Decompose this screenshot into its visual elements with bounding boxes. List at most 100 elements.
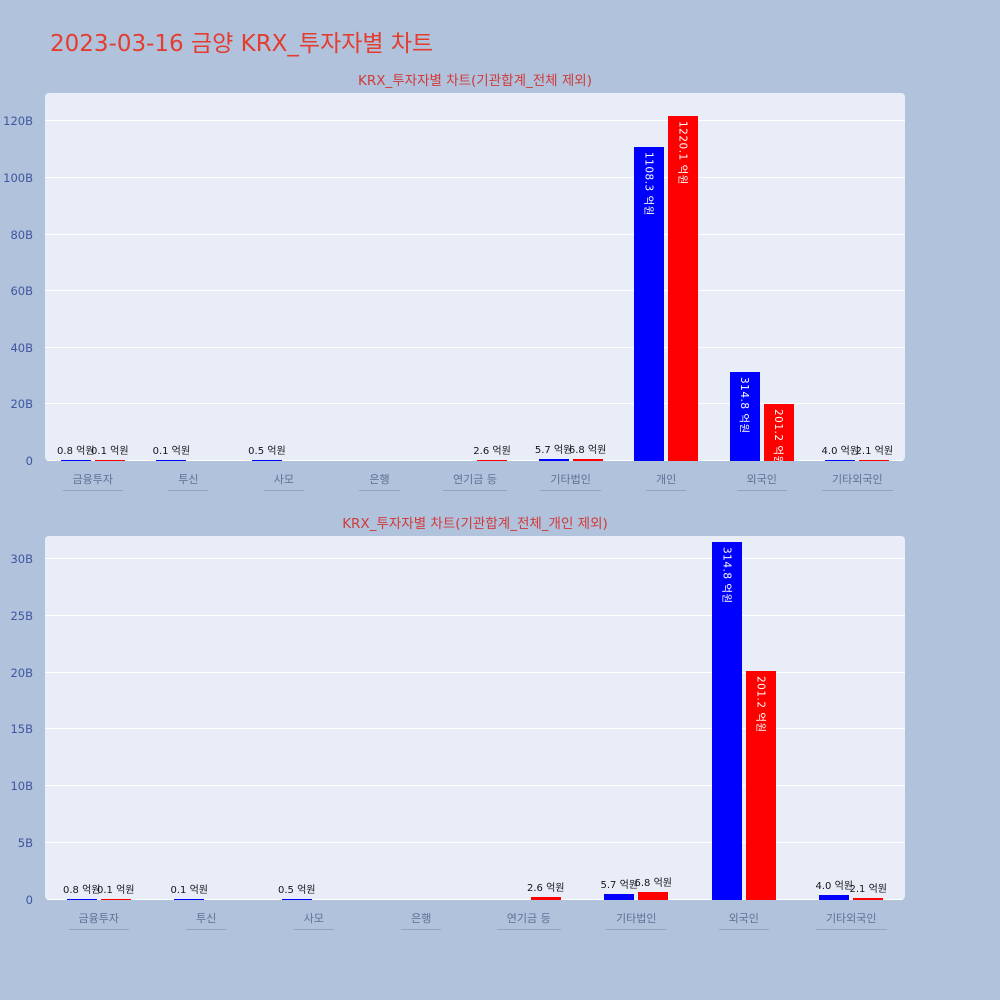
bar-slot: [443, 93, 473, 461]
bar-slot: 0.1 억원: [171, 536, 208, 900]
x-category: 사모: [260, 907, 368, 930]
bar-value-label: 2.1 억원: [849, 883, 887, 895]
x-category: 외국인: [714, 468, 810, 491]
bar-value-label: 6.8 억원: [634, 878, 672, 890]
bar-value-label: 5.7 억원: [600, 879, 638, 891]
x-category-label: 외국인: [718, 910, 769, 930]
category-group: 0.8 억원 0.1 억원: [45, 93, 141, 461]
y-tick-label: 20B: [10, 665, 33, 680]
bar-slot: [208, 536, 238, 900]
bar-value-label: 201.2 억원: [772, 409, 785, 461]
gridline: [45, 785, 905, 787]
category-group: 1108.3 억원 1220.1 억원: [618, 93, 714, 461]
bar-value-label: 2.6 억원: [527, 883, 565, 895]
bar-blue: [819, 895, 850, 900]
bar-red: [477, 460, 508, 461]
bar-red: [572, 459, 603, 461]
bar-slot: 314.8 억원: [711, 536, 742, 900]
y-tick-label: 40B: [10, 340, 33, 355]
x-category: 은행: [332, 468, 428, 491]
bar-red: [638, 892, 669, 900]
gridline: [45, 899, 905, 900]
bar-red: 201.2 억원: [745, 671, 776, 900]
y-axis: 0 5B 10B 15B 20B 25B 30B: [0, 536, 41, 907]
y-axis: 0 20B 40B 60B 80B 100B 120B: [0, 93, 41, 468]
bar-value-label: 1220.1 억원: [676, 120, 689, 185]
gridline: [45, 290, 905, 292]
chart-panel: 0 5B 10B 15B 20B 25B 30B 0.8 억원 0.1 억원 0.1 억원 0.5…: [10, 536, 905, 907]
category-group: 0.1 억원: [141, 93, 237, 461]
bar-red: 1220.1 억원: [668, 115, 699, 461]
x-category: 개인: [618, 468, 714, 491]
bar-blue: [60, 460, 91, 461]
bar-blue: [156, 460, 187, 461]
gridline: [45, 403, 905, 405]
bar-slot: 4.0 억원: [816, 536, 853, 900]
x-category-label: 금융투자: [68, 910, 129, 930]
x-category-label: 투신: [168, 471, 209, 491]
bar-value-label: 0.1 억원: [170, 885, 208, 896]
bar-value-label: 0.8 억원: [63, 885, 101, 896]
x-category-label: 사모: [263, 471, 305, 491]
x-category-label: 기타외국인: [821, 471, 893, 491]
x-category: 투신: [153, 907, 261, 930]
bar-value-label: 314.8 억원: [738, 376, 751, 434]
category-group: 0.5 억원: [260, 536, 368, 900]
bar-slot: 5.7 억원: [535, 93, 572, 461]
category-group: 5.7 억원 6.8 억원: [583, 536, 691, 900]
category-group: 2.6 억원: [427, 93, 523, 461]
chart-panel: 0 20B 40B 60B 80B 100B 120B 0.8 억원 0.1 억원 0.1 억원…: [3, 93, 905, 468]
bar-slot: 2.6 억원: [527, 536, 564, 900]
bar-blue: 314.8 억원: [729, 371, 760, 461]
category-group: 4.0 억원 2.1 억원: [810, 93, 906, 461]
chart-top: KRX_투자자별 차트(기관합계_전체 제외) 0 20B 40B 60B 80B 100…: [3, 72, 905, 491]
y-tick-label: 10B: [10, 779, 33, 794]
bar-groups: 0.8 억원 0.1 억원 0.1 억원 0.5 억원 2.6 억원 5.7 억원 6.8 …: [45, 536, 905, 900]
y-tick-label: 20B: [10, 397, 33, 412]
bar-slot: 0.1 억원: [91, 93, 129, 461]
y-tick-label: 120B: [3, 114, 33, 129]
bar-red: 201.2 억원: [763, 404, 794, 461]
y-tick-label: 30B: [10, 551, 33, 566]
gridline: [45, 728, 905, 730]
x-category-label: 연기금 등: [443, 471, 508, 491]
plot-area: 0.8 억원 0.1 억원 0.1 억원 0.5 억원 2.6 억원 5.7 억원 6.8 …: [45, 93, 905, 461]
x-category-label: 은행: [359, 471, 400, 491]
x-category-label: 사모: [293, 910, 334, 930]
gridline: [45, 176, 905, 178]
bar-value-label: 2.1 억원: [855, 446, 894, 457]
x-category-label: 은행: [401, 910, 442, 930]
bar-slot: [381, 93, 411, 461]
bar-slot: 201.2 억원: [745, 536, 776, 900]
x-category: 연기금 등: [475, 907, 583, 930]
bar-value-label: 1108.3 억원: [642, 152, 655, 217]
bar-blue: [538, 459, 569, 461]
bar-slot: 6.8 억원: [635, 536, 672, 900]
bar-blue: 1108.3 억원: [634, 147, 665, 461]
y-tick-label: 80B: [10, 227, 33, 242]
x-category-label: 기타외국인: [815, 910, 887, 930]
x-category: 사모: [236, 468, 332, 491]
x-axis: 금융투자 투신 사모 은행 연기금 등 기타법인 개인 외국인 기타외국인: [45, 461, 905, 491]
page-title: 2023-03-16 금양 KRX_투자자별 차트: [50, 31, 434, 57]
x-category-label: 기타법인: [540, 471, 601, 491]
x-category: 기타법인: [523, 468, 619, 491]
x-category: 금융투자: [45, 468, 141, 491]
bar-slot: [389, 536, 419, 900]
chart-bottom: KRX_투자자별 차트(기관합계_전체_개인 제외) 0 5B 10B 15B 20B 2…: [10, 515, 905, 930]
x-category: 기타외국인: [810, 468, 906, 491]
bar-slot: [497, 536, 527, 900]
bar-slot: 4.0 억원: [822, 93, 859, 461]
gridline: [45, 842, 905, 844]
bar-value-label: 201.2 억원: [754, 676, 767, 733]
x-category: 연기금 등: [427, 468, 523, 491]
category-group: 0.8 억원 0.1 억원: [45, 536, 153, 900]
bar-slot: 1220.1 억원: [668, 93, 699, 461]
bar-slot: 5.7 억원: [601, 536, 638, 900]
bar-blue: 314.8 억원: [711, 541, 742, 900]
x-category-label: 개인: [646, 471, 687, 491]
category-group: 0.1 억원: [153, 536, 261, 900]
x-category: 외국인: [690, 907, 798, 930]
bar-slot: 0.1 억원: [153, 93, 190, 461]
bar-slot: [316, 536, 346, 900]
